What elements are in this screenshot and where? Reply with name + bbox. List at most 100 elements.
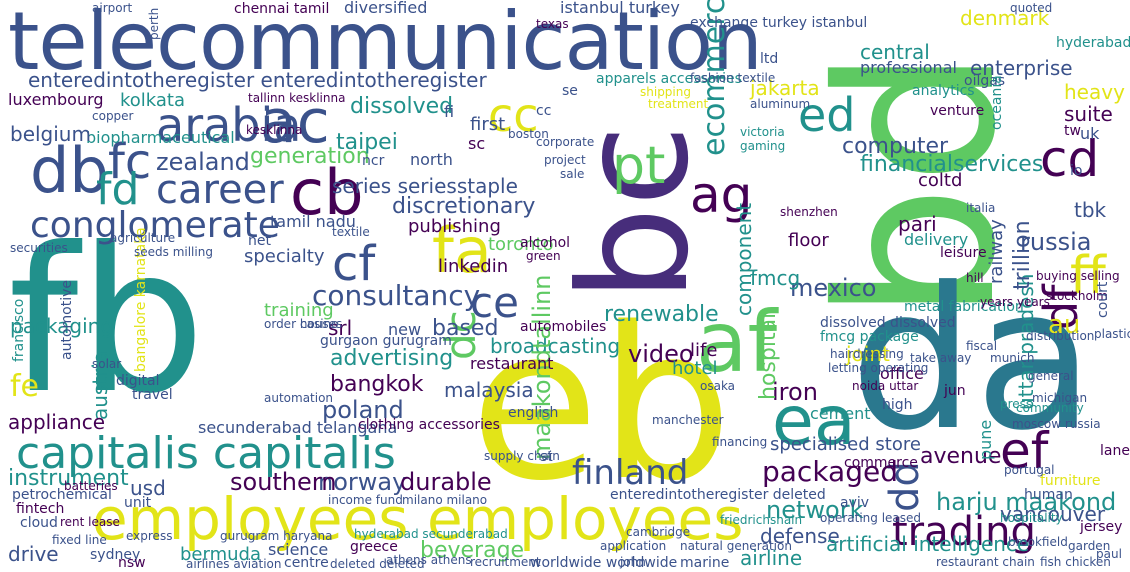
word-russia: russia xyxy=(1020,228,1092,256)
word-jun: jun xyxy=(944,383,966,399)
word-io: io xyxy=(1070,163,1083,179)
word-railway: railway xyxy=(986,219,1007,284)
word-seeds: seeds milling xyxy=(134,245,213,259)
word-ac: ac xyxy=(260,87,330,157)
word-video: video xyxy=(628,340,694,368)
word-perth: perth xyxy=(147,7,161,40)
word-instrument: instrument xyxy=(8,466,129,491)
word-gurgaon: gurgaon gurugram xyxy=(320,333,452,349)
word-ed: ed xyxy=(798,88,856,142)
word-science: science xyxy=(268,540,329,559)
word-court: court xyxy=(1095,281,1111,318)
word-training: training xyxy=(264,300,334,321)
word-moscow: moscow russia xyxy=(1012,417,1101,431)
word-avenue: avenue xyxy=(920,444,1002,469)
word-jersey: jersey xyxy=(1080,519,1123,535)
word-harju: harju maakond xyxy=(936,488,1117,516)
word-new: new xyxy=(388,320,422,339)
word-years: years years xyxy=(980,295,1050,309)
word-general: general xyxy=(1028,369,1074,383)
word-restaurant: restaurant xyxy=(470,354,554,373)
word-eb: eb xyxy=(470,282,733,527)
word-shipping: shipping xyxy=(640,85,691,99)
word-cb: cb xyxy=(290,156,364,229)
word-dissolved: dissolved xyxy=(350,94,454,119)
word-series: series seriesstaple xyxy=(332,174,518,198)
word-hairdressing: hairdressing xyxy=(830,347,904,361)
word-based: based xyxy=(432,316,499,341)
word-cloud: cloud xyxy=(20,515,58,531)
word-artificial: artificial intelligence xyxy=(826,532,1030,556)
word-nsw: nsw xyxy=(118,555,146,571)
word-floor: floor xyxy=(788,230,829,251)
word-coltd: coltd xyxy=(918,170,963,191)
word-ef: ef xyxy=(1000,422,1049,480)
word-heavy: heavy xyxy=(1064,80,1125,104)
word-sc: sc xyxy=(468,134,486,153)
word-joint: joint xyxy=(846,342,890,366)
word-malaysia: malaysia xyxy=(444,378,534,402)
word-natural: natural generation xyxy=(680,539,792,553)
word-dissolved-dissolved: dissolved dissolved xyxy=(820,315,956,331)
word-sydney: sydney xyxy=(90,547,141,563)
word-treatment: treatment xyxy=(648,97,709,111)
word-consultancy: consultancy xyxy=(312,279,481,312)
word-ea: ea xyxy=(772,382,856,461)
word-delivery: delivery xyxy=(904,230,969,249)
word-pt: pt xyxy=(612,136,666,196)
word-belgium: belgium xyxy=(10,122,91,146)
word-poland: poland xyxy=(322,396,404,424)
word-fashion: fashion textile xyxy=(690,71,776,85)
word-income: income fund xyxy=(328,493,403,507)
word-employees: employees employees xyxy=(92,485,744,553)
word-osaka: osaka xyxy=(700,379,736,393)
word-restaurant2: restaurant chain xyxy=(936,555,1035,569)
word-fa: fa xyxy=(432,214,492,287)
word-north: north xyxy=(410,150,453,169)
word-athens: athens athens xyxy=(386,553,472,567)
word-packaged: packaged xyxy=(762,455,898,488)
word-diversified: diversified xyxy=(344,0,428,17)
word-aluminum: aluminum xyxy=(750,97,811,111)
word-lane: lane xyxy=(1100,443,1130,459)
word-copper: copper xyxy=(92,109,134,123)
word-professional: professional xyxy=(860,58,957,77)
word-srl: srl xyxy=(328,316,353,340)
word-cc-small: cc xyxy=(536,103,552,119)
word-travel: travel xyxy=(132,387,173,403)
word-distribution: distribution xyxy=(1026,329,1095,343)
word-toronto: toronto xyxy=(488,234,554,255)
word-rent: rent lease xyxy=(60,515,120,529)
word-ag: ag xyxy=(690,166,753,224)
word-paul: paul xyxy=(1096,547,1122,561)
word-publishing: publishing xyxy=(408,216,501,237)
word-hyderabad: hyderabad xyxy=(1056,35,1130,51)
word-order: order houses xyxy=(264,317,343,331)
word-generation: generation xyxy=(250,144,370,169)
word-shenzhen: shenzhen xyxy=(780,205,838,219)
word-cc: cc xyxy=(488,88,539,142)
word-career: career xyxy=(156,167,284,213)
word-oceania: oceania xyxy=(989,75,1005,130)
word-english: english xyxy=(508,405,559,421)
word-fish: fish chicken xyxy=(1040,555,1111,569)
word-francisco: francisco xyxy=(11,298,27,362)
word-automation: automation xyxy=(264,391,334,405)
word-hyderabad2: hyderabad secunderabad xyxy=(354,527,508,541)
word-uk: uk xyxy=(1080,124,1100,143)
word-zealand: zealand xyxy=(156,148,250,176)
word-boston: boston xyxy=(508,127,549,141)
word-aviv: aviv xyxy=(840,495,870,511)
word-entered2: enteredintotheregister deleted xyxy=(610,487,826,503)
word-ce: ce xyxy=(470,278,519,327)
word-trading: trading xyxy=(892,509,1036,555)
word-portugal: portugal xyxy=(1004,463,1055,477)
word-finland: finland xyxy=(572,453,689,493)
word-quoted: quoted xyxy=(1010,1,1053,15)
word-brookfield: brookfield xyxy=(1008,535,1068,549)
word-tamil: tamil nadu xyxy=(270,212,356,231)
word-automobiles: automobiles xyxy=(520,319,607,335)
word-pari: pari xyxy=(898,212,937,236)
word-da: da xyxy=(850,246,1095,474)
